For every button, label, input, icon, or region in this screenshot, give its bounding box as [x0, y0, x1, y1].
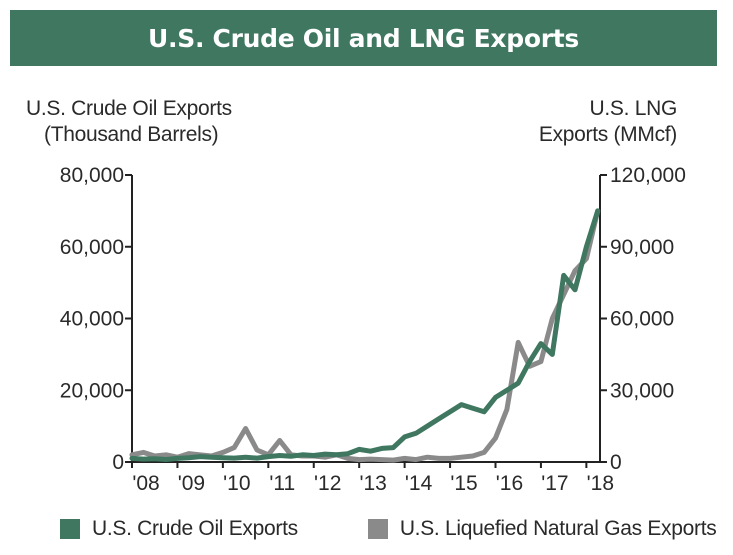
- legend: U.S. Crude Oil Exports U.S. Liquefied Na…: [60, 516, 733, 542]
- x-tick-label: '17: [541, 472, 568, 495]
- right-tick-label: 60,000: [610, 308, 674, 331]
- right-axis-title: U.S. LNG Exports (MMcf): [539, 96, 677, 148]
- crude-oil-exports-line: [129, 208, 601, 462]
- left-tick-label: 60,000: [60, 236, 124, 259]
- x-tick-label: '15: [450, 472, 477, 495]
- legend-label-crude: U.S. Crude Oil Exports: [92, 517, 298, 540]
- lng-exports-line: [129, 208, 601, 463]
- x-tick-label: '09: [178, 472, 205, 495]
- x-tick-label: '11: [269, 472, 295, 495]
- left-axis-title: U.S. Crude Oil Exports (Thousand Barrels…: [26, 96, 232, 148]
- legend-item-lng: U.S. Liquefied Natural Gas Exports: [367, 517, 717, 541]
- left-axis-title-line-1: U.S. Crude Oil Exports: [26, 97, 232, 120]
- legend-swatch-crude: [60, 519, 80, 539]
- x-tick-label: '18: [587, 472, 614, 495]
- x-tick-label: '10: [223, 472, 250, 495]
- x-tick-label: '12: [314, 472, 341, 495]
- left-axis-title-line-2: (Thousand Barrels): [44, 123, 219, 146]
- left-tick-label: 0: [112, 451, 124, 474]
- left-tick-label: 80,000: [60, 164, 124, 187]
- x-tick-label: '08: [132, 472, 159, 495]
- legend-swatch-lng: [367, 519, 388, 539]
- series-lines: [129, 208, 601, 463]
- right-tick-label: 0: [610, 451, 622, 474]
- axes: 0 20,000 40,000 60,000 80,000 0 30,000 60,000 90…: [60, 164, 686, 495]
- x-tick-label: '14: [405, 472, 433, 495]
- right-tick-label: 120,000: [610, 164, 686, 187]
- right-tick-label: 30,000: [610, 379, 674, 402]
- chart-title: U.S. Crude Oil and LNG Exports: [148, 23, 579, 53]
- right-axis-title-line-2: Exports (MMcf): [538, 123, 677, 146]
- x-tick-label: '16: [496, 472, 523, 495]
- legend-item-crude: U.S. Crude Oil Exports: [60, 517, 298, 541]
- title-banner: U.S. Crude Oil and LNG Exports: [10, 10, 717, 66]
- x-tick-label: '13: [359, 472, 386, 495]
- legend-label-lng: U.S. Liquefied Natural Gas Exports: [399, 517, 717, 540]
- right-tick-label: 90,000: [610, 236, 674, 259]
- right-axis-title-line-1: U.S. LNG: [589, 97, 678, 120]
- left-tick-label: 40,000: [60, 308, 124, 331]
- left-tick-label: 20,000: [60, 379, 124, 402]
